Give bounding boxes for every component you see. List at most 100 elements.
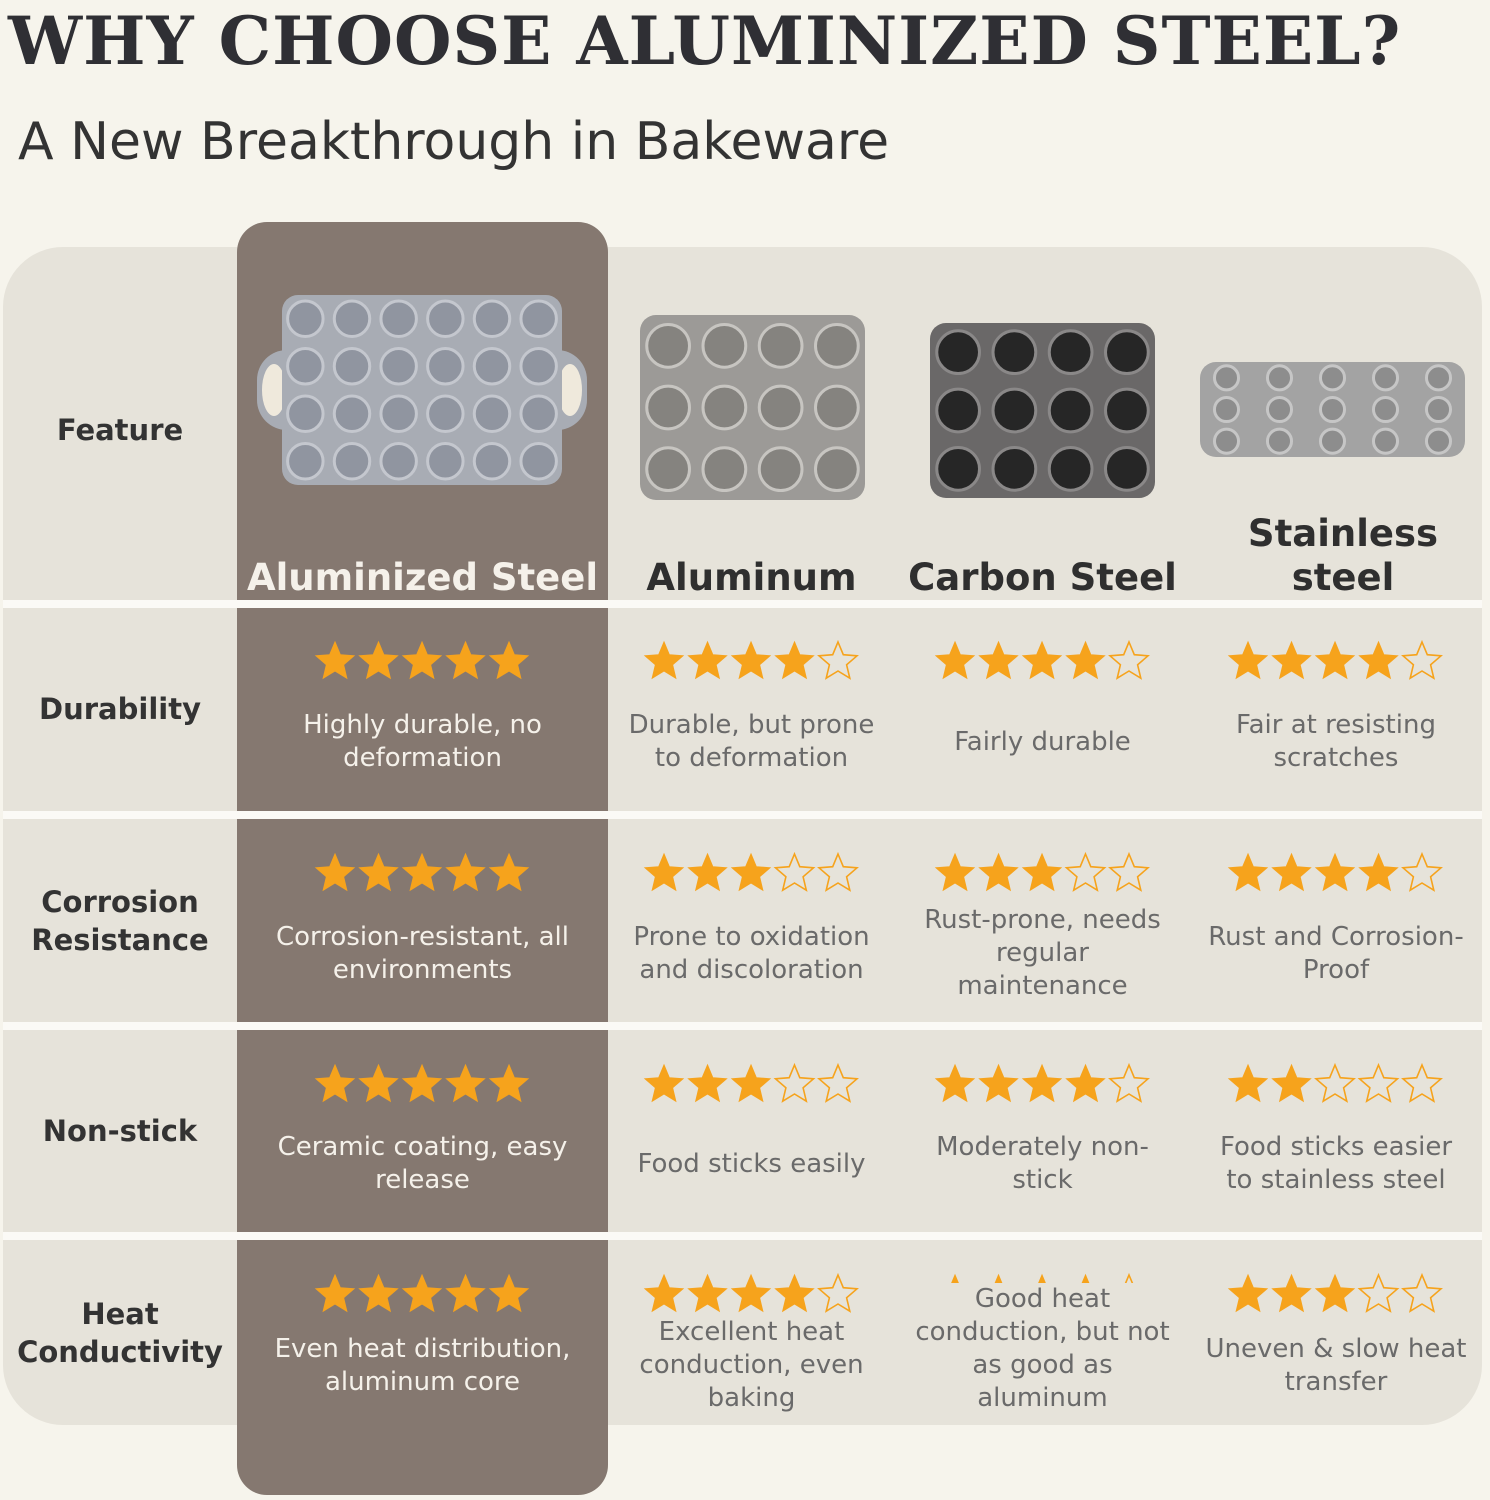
star [401,852,442,892]
star [643,852,684,892]
star [1314,1273,1356,1313]
star [1401,851,1443,892]
star [1357,1272,1400,1313]
cell-text: Ceramic coating, easy release [277,1132,568,1195]
column-header: Aluminized Steel [246,556,599,599]
row-separator [3,1022,1482,1030]
cell-text: Fairly durable [954,726,1131,757]
star-rating [950,1272,1133,1283]
star [686,1273,728,1313]
cell-text: Excellent heat conduction, even baking [639,1317,864,1413]
cell: Uneven & slow heat transfer [1190,1271,1482,1415]
star [1357,1062,1400,1103]
star [1358,852,1399,892]
corner-label: Feature [56,413,184,447]
cell: Durable, but prone to deformation [608,638,895,800]
star [1107,851,1150,892]
cell-text: Durable, but prone to deformation [628,710,875,773]
star [1021,640,1062,680]
star [444,1063,486,1103]
cell-text: Food sticks easier to stainless steel [1219,1132,1453,1195]
star [1271,852,1312,892]
subtitle: A New Breakthrough in Bakeware [18,112,890,172]
star-rating [643,1272,859,1313]
cell: Ceramic coating, easy release [237,1061,608,1221]
star-rating [314,1063,529,1103]
star [401,640,442,680]
row-separator [3,1232,1482,1240]
star [816,639,859,680]
star [730,1063,771,1103]
cell: Fair at resisting scratches [1190,638,1482,800]
star [686,852,728,892]
pan [257,295,587,485]
star [1227,640,1269,680]
star-rating [1227,851,1443,892]
star [816,851,859,892]
star [357,1273,399,1313]
cell-text: Rust-prone, needs regular maintenance [924,905,1161,1001]
star-rating [1227,1062,1443,1103]
row-separator [3,600,1482,608]
star-rating [934,639,1150,680]
star [643,1273,684,1313]
pan-images [257,295,1465,500]
star [1227,1273,1269,1313]
pan [640,315,865,500]
star [773,640,815,680]
star [444,852,486,892]
star-rating [314,1273,529,1313]
star [1358,640,1399,680]
cell: Even heat distribution, aluminum core [237,1271,608,1415]
star [1037,1273,1046,1283]
star [1271,640,1312,680]
star-rating [934,851,1150,892]
cell-text: Fair at resisting scratches [1236,710,1436,773]
star [488,852,529,892]
star [1314,640,1356,680]
feature-label: Corrosion Resistance [31,884,209,957]
title: WHY CHOOSE ALUMINIZED STEEL? [8,2,1402,80]
cell: Rust and Corrosion-Proof [1190,850,1482,1011]
cell: Food sticks easily [608,1061,895,1221]
star [314,852,355,892]
column-header: Aluminum [646,556,857,599]
star-rating [643,639,859,680]
star [444,640,486,680]
cell-text: Food sticks easily [637,1148,866,1179]
column-header: Stainless steel [1247,512,1439,599]
star [1124,1272,1133,1283]
star [643,1063,684,1103]
pan [1200,362,1465,457]
star [977,640,1019,680]
star [730,852,771,892]
star [1064,640,1106,680]
star [1107,1062,1150,1103]
star [816,1272,859,1313]
cell: Excellent heat conduction, even baking [608,1271,895,1415]
cell-text: Corrosion-resistant, all environments [276,921,569,985]
star-rating [643,1062,859,1103]
star [314,1063,355,1103]
star [401,1063,442,1103]
feature-label: Heat Conductivity [17,1297,223,1369]
star [1401,1272,1443,1313]
star [1271,1063,1312,1103]
star [1271,1273,1312,1313]
star [730,640,771,680]
star [950,1273,959,1283]
star [1021,852,1062,892]
star-rating [1227,639,1443,680]
star [1314,852,1356,892]
cell: Corrosion-resistant, all environments [237,850,608,1011]
star [314,640,355,680]
feature-label: Durability [39,692,201,726]
cell: Prone to oxidation and discoloration [608,850,895,1011]
star-rating [314,640,529,680]
star [773,1062,815,1103]
star [1064,851,1106,892]
feature-label: Non-stick [42,1114,198,1148]
star [934,852,975,892]
star [1021,1063,1062,1103]
